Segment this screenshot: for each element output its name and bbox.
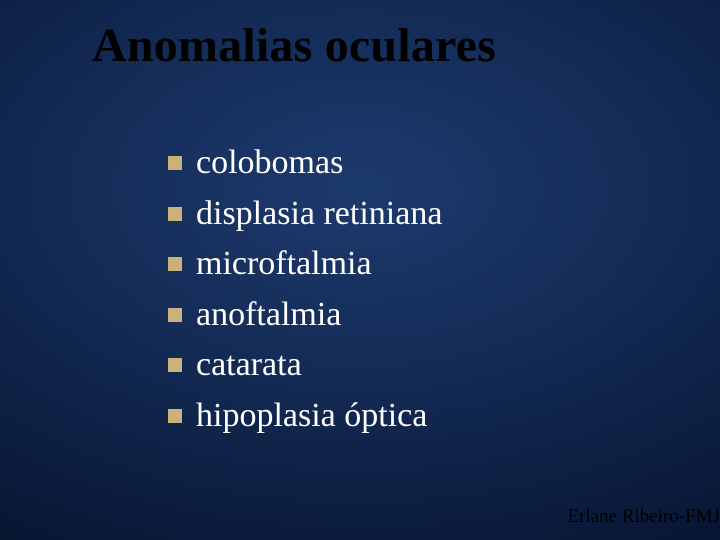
list-item: colobomas: [168, 142, 442, 185]
list-item-text: hipoplasia óptica: [196, 395, 427, 438]
square-bullet-icon: [168, 207, 182, 221]
footer-credit: Erlane Ribeiro-FMJ: [567, 506, 720, 528]
list-item-text: displasia retiniana: [196, 193, 442, 236]
list-item: displasia retiniana: [168, 193, 442, 236]
list-item: microftalmia: [168, 243, 442, 286]
list-item-text: catarata: [196, 344, 302, 387]
square-bullet-icon: [168, 257, 182, 271]
list-item: anoftalmia: [168, 294, 442, 337]
square-bullet-icon: [168, 409, 182, 423]
square-bullet-icon: [168, 358, 182, 372]
list-item-text: anoftalmia: [196, 294, 341, 337]
slide-title: Anomalias oculares: [92, 18, 496, 73]
list-item: catarata: [168, 344, 442, 387]
list-item-text: colobomas: [196, 142, 343, 185]
square-bullet-icon: [168, 308, 182, 322]
square-bullet-icon: [168, 156, 182, 170]
bullet-list: colobomas displasia retiniana microftalm…: [168, 142, 442, 445]
list-item: hipoplasia óptica: [168, 395, 442, 438]
list-item-text: microftalmia: [196, 243, 372, 286]
